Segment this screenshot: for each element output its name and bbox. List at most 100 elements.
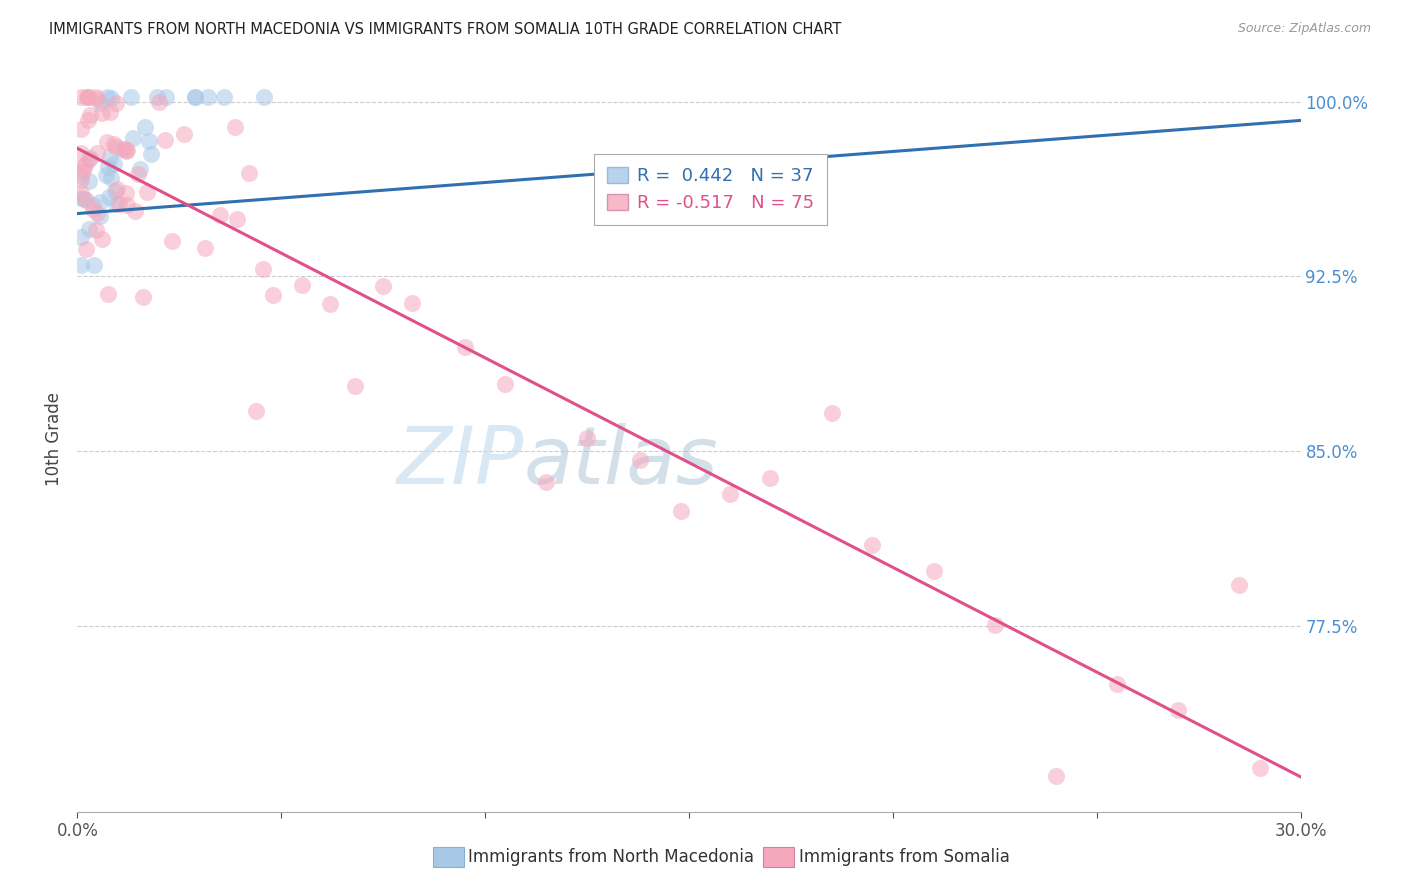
Point xyxy=(105,197,128,211)
Point xyxy=(89,210,111,224)
Legend: R =  0.442   N = 37, R = -0.517   N = 75: R = 0.442 N = 37, R = -0.517 N = 75 xyxy=(593,154,827,225)
Point xyxy=(98,150,121,164)
Point xyxy=(495,376,517,391)
Point xyxy=(821,406,844,420)
Point xyxy=(70,258,93,272)
Point xyxy=(97,286,120,301)
Point xyxy=(70,191,93,205)
Point xyxy=(160,234,183,248)
Point xyxy=(96,90,118,104)
Point xyxy=(208,208,231,222)
Point xyxy=(984,617,1007,632)
Point xyxy=(115,143,138,157)
Point xyxy=(117,198,139,212)
Point xyxy=(70,122,93,136)
Point xyxy=(70,186,93,200)
Point xyxy=(89,194,111,209)
Point xyxy=(75,193,97,207)
Point xyxy=(86,206,108,220)
Point xyxy=(184,90,207,104)
Point xyxy=(401,296,423,310)
Text: Immigrants from Somalia: Immigrants from Somalia xyxy=(799,848,1010,866)
Point xyxy=(77,152,100,166)
Point xyxy=(104,185,127,199)
Point xyxy=(146,90,169,104)
Point xyxy=(96,135,118,149)
Point xyxy=(453,340,475,354)
Point xyxy=(129,162,152,177)
Point xyxy=(155,90,177,104)
Point xyxy=(245,404,267,418)
Point xyxy=(86,92,108,106)
Point xyxy=(73,192,96,206)
Point xyxy=(84,223,107,237)
Point xyxy=(124,203,146,218)
Point xyxy=(108,197,131,211)
Point xyxy=(120,90,142,104)
Point xyxy=(1249,761,1271,775)
Point xyxy=(84,90,107,104)
Point xyxy=(82,198,104,212)
Point xyxy=(319,297,342,311)
Point xyxy=(77,90,100,104)
Point xyxy=(141,146,163,161)
Point xyxy=(70,173,93,187)
Y-axis label: 10th Grade: 10th Grade xyxy=(45,392,63,486)
Point xyxy=(862,539,884,553)
Point xyxy=(262,287,284,301)
Point xyxy=(103,136,125,151)
Point xyxy=(90,96,112,111)
Point xyxy=(76,90,98,104)
Point xyxy=(127,167,149,181)
Point xyxy=(86,145,108,160)
Text: Immigrants from North Macedonia: Immigrants from North Macedonia xyxy=(468,848,754,866)
Point xyxy=(98,190,121,204)
Point xyxy=(75,243,97,257)
Text: atlas: atlas xyxy=(524,423,718,500)
Point xyxy=(252,261,274,276)
Point xyxy=(669,504,692,518)
Point xyxy=(105,182,128,196)
Point xyxy=(97,161,120,175)
Point xyxy=(79,108,101,122)
Point xyxy=(77,113,100,128)
Point xyxy=(83,258,105,272)
Point xyxy=(111,142,134,156)
Point xyxy=(148,95,170,109)
Point xyxy=(922,565,945,579)
Point xyxy=(1107,677,1129,691)
Point xyxy=(759,471,782,485)
Point xyxy=(73,159,96,173)
Point xyxy=(77,174,100,188)
Point xyxy=(224,120,246,135)
Point xyxy=(77,90,100,104)
Point xyxy=(1167,703,1189,717)
Point xyxy=(136,185,159,199)
Point xyxy=(82,202,104,217)
Point xyxy=(70,169,93,183)
Point xyxy=(103,157,125,171)
Point xyxy=(153,133,176,147)
Point xyxy=(91,106,114,120)
Point xyxy=(94,169,117,183)
Point xyxy=(197,90,219,104)
Point xyxy=(70,145,93,160)
Point xyxy=(100,170,122,185)
Point xyxy=(77,221,100,235)
Point xyxy=(72,163,94,178)
Point xyxy=(90,232,112,246)
Point xyxy=(238,166,260,180)
Point xyxy=(70,229,93,244)
Point xyxy=(134,120,156,135)
Point xyxy=(343,379,366,393)
Point xyxy=(131,290,153,304)
Point xyxy=(138,134,160,148)
Text: Source: ZipAtlas.com: Source: ZipAtlas.com xyxy=(1237,22,1371,36)
Text: IMMIGRANTS FROM NORTH MACEDONIA VS IMMIGRANTS FROM SOMALIA 10TH GRADE CORRELATIO: IMMIGRANTS FROM NORTH MACEDONIA VS IMMIG… xyxy=(49,22,842,37)
Point xyxy=(212,90,235,104)
Point xyxy=(253,90,276,104)
Point xyxy=(114,142,136,156)
Point xyxy=(70,90,93,104)
Point xyxy=(98,105,121,120)
Point xyxy=(628,452,651,467)
